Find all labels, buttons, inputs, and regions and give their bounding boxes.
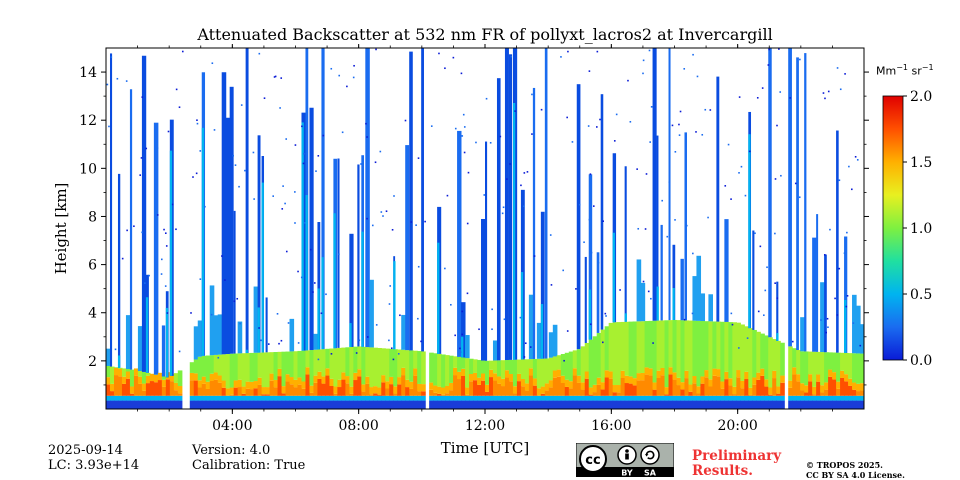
colorbar-tick-label: 0.0 bbox=[910, 353, 932, 369]
y-tick-label: 4 bbox=[88, 306, 97, 322]
heatmap-area bbox=[106, 48, 864, 409]
cc-by-sa-badge: cc BY SA bbox=[576, 443, 674, 477]
colorbar-unit-label: Mm−1 sr−1 bbox=[876, 63, 934, 78]
y-axis-label: Height [km] bbox=[52, 183, 70, 275]
preliminary-line2: Results. bbox=[692, 463, 753, 479]
copyright-note: © TROPOS 2025. CC BY SA 4.0 License. bbox=[806, 460, 905, 480]
y-tick-label: 14 bbox=[79, 65, 97, 81]
axes: 04:00 08:00 12:00 16:00 20:00 2 4 6 8 10 12 14 Time … bbox=[52, 44, 869, 457]
sa-icon bbox=[640, 445, 660, 465]
date-lc-info: 2025-09-14 LC: 3.93e+14 bbox=[48, 443, 139, 473]
colorbar bbox=[882, 95, 904, 361]
calibration-label: Calibration: True bbox=[192, 458, 306, 473]
x-tick-label: 20:00 bbox=[717, 418, 757, 434]
date-label: 2025-09-14 bbox=[48, 443, 123, 458]
x-tick-label: 08:00 bbox=[338, 418, 378, 434]
x-tick-label: 12:00 bbox=[465, 418, 505, 434]
by-text: BY bbox=[621, 469, 633, 478]
y-tick-label: 6 bbox=[88, 258, 97, 274]
copyright-line1: © TROPOS 2025. bbox=[806, 460, 883, 470]
copyright-line2: CC BY SA 4.0 License. bbox=[806, 470, 905, 480]
lc-label: LC: 3.93e+14 bbox=[48, 458, 140, 473]
colorbar-tick-label: 2.0 bbox=[910, 89, 932, 105]
version-label: Version: 4.0 bbox=[192, 443, 271, 458]
version-info: Version: 4.0 Calibration: True bbox=[192, 443, 305, 473]
cc-icon bbox=[579, 445, 607, 473]
x-tick-label: 04:00 bbox=[212, 418, 252, 434]
y-tick-label: 2 bbox=[88, 354, 97, 370]
y-tick-label: 10 bbox=[79, 161, 97, 177]
preliminary-note: Preliminary Results. bbox=[692, 449, 781, 479]
sa-text: SA bbox=[644, 469, 657, 478]
x-axis-label: Time [UTC] bbox=[441, 439, 530, 457]
cc-icon-text: cc bbox=[585, 453, 600, 468]
y-tick-label: 8 bbox=[88, 209, 97, 225]
preliminary-line1: Preliminary bbox=[692, 448, 782, 464]
chart-title: Attenuated Backscatter at 532 nm FR of p… bbox=[197, 25, 773, 44]
y-tick-label: 12 bbox=[79, 113, 97, 129]
colorbar-ticks: 0.0 0.5 1.0 1.5 2.0 bbox=[903, 89, 932, 369]
colorbar-tick-label: 1.5 bbox=[910, 155, 932, 171]
colorbar-tick-label: 1.0 bbox=[910, 221, 932, 237]
colorbar-tick-label: 0.5 bbox=[910, 287, 932, 303]
x-tick-label: 16:00 bbox=[591, 418, 631, 434]
